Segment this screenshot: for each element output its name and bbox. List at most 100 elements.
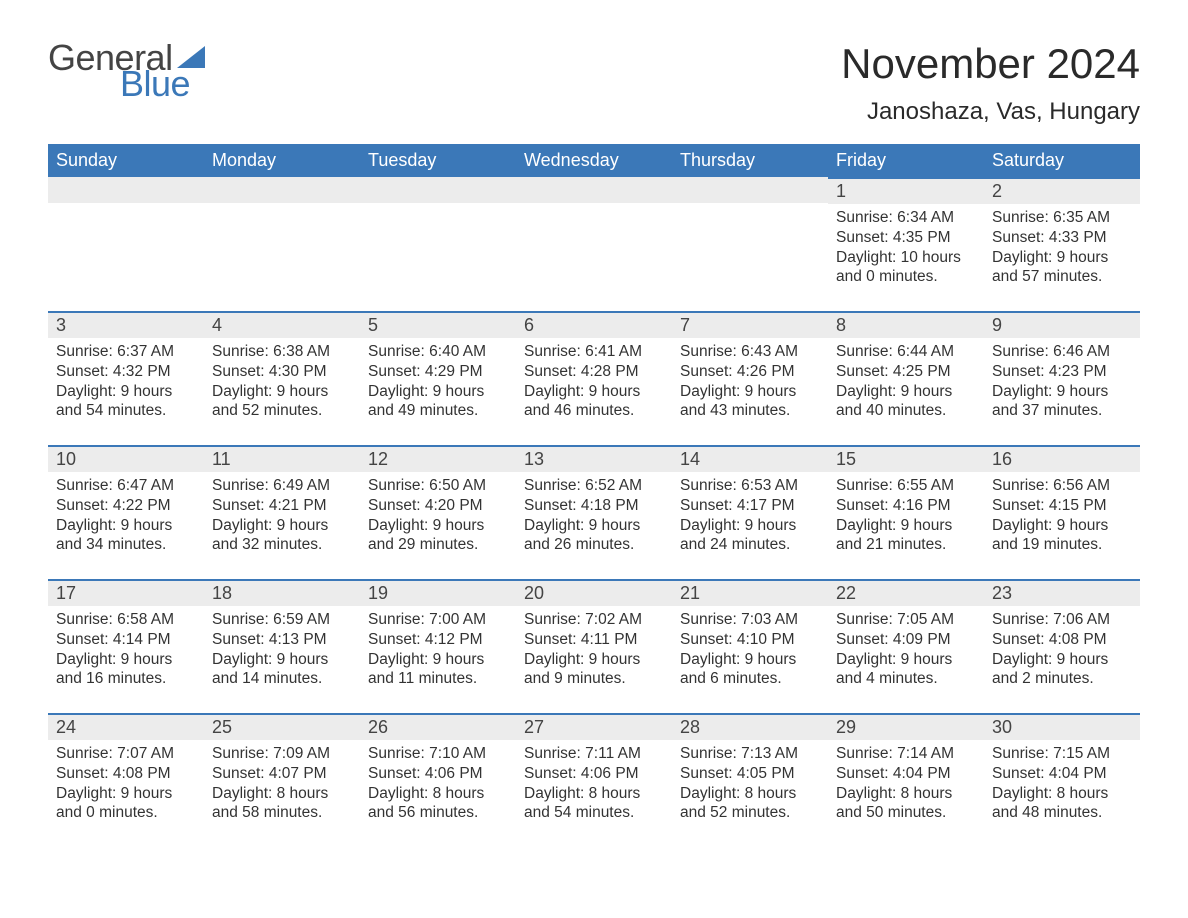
calendar-day-cell: 23Sunrise: 7:06 AMSunset: 4:08 PMDayligh…: [984, 579, 1140, 713]
sunrise-line: Sunrise: 6:40 AM: [368, 342, 508, 362]
logo: General Blue: [48, 40, 205, 102]
sunrise-line: Sunrise: 6:55 AM: [836, 476, 976, 496]
daylight-line: Daylight: 8 hours and 54 minutes.: [524, 784, 664, 824]
daylight-line: Daylight: 9 hours and 32 minutes.: [212, 516, 352, 556]
title-block: November 2024 Janoshaza, Vas, Hungary: [841, 40, 1140, 126]
day-details: Sunrise: 6:46 AMSunset: 4:23 PMDaylight:…: [984, 338, 1140, 425]
logo-text-blue: Blue: [120, 66, 205, 102]
day-details: Sunrise: 6:34 AMSunset: 4:35 PMDaylight:…: [828, 204, 984, 291]
day-details: Sunrise: 6:53 AMSunset: 4:17 PMDaylight:…: [672, 472, 828, 559]
calendar-header-row: SundayMondayTuesdayWednesdayThursdayFrid…: [48, 144, 1140, 177]
day-details: Sunrise: 7:03 AMSunset: 4:10 PMDaylight:…: [672, 606, 828, 693]
weekday-header: Tuesday: [360, 144, 516, 177]
calendar-day-cell: 12Sunrise: 6:50 AMSunset: 4:20 PMDayligh…: [360, 445, 516, 579]
day-number: 9: [984, 311, 1140, 338]
calendar-day-cell: [516, 177, 672, 311]
daylight-line: Daylight: 9 hours and 37 minutes.: [992, 382, 1132, 422]
daylight-line: Daylight: 9 hours and 2 minutes.: [992, 650, 1132, 690]
calendar-day-cell: 18Sunrise: 6:59 AMSunset: 4:13 PMDayligh…: [204, 579, 360, 713]
daylight-line: Daylight: 10 hours and 0 minutes.: [836, 248, 976, 288]
calendar-day-cell: 10Sunrise: 6:47 AMSunset: 4:22 PMDayligh…: [48, 445, 204, 579]
daylight-line: Daylight: 9 hours and 19 minutes.: [992, 516, 1132, 556]
sunset-line: Sunset: 4:18 PM: [524, 496, 664, 516]
calendar-day-cell: 22Sunrise: 7:05 AMSunset: 4:09 PMDayligh…: [828, 579, 984, 713]
day-details: Sunrise: 6:59 AMSunset: 4:13 PMDaylight:…: [204, 606, 360, 693]
daylight-line: Daylight: 9 hours and 21 minutes.: [836, 516, 976, 556]
sunset-line: Sunset: 4:21 PM: [212, 496, 352, 516]
sunset-line: Sunset: 4:26 PM: [680, 362, 820, 382]
sunrise-line: Sunrise: 7:06 AM: [992, 610, 1132, 630]
calendar-day-cell: 5Sunrise: 6:40 AMSunset: 4:29 PMDaylight…: [360, 311, 516, 445]
sunrise-line: Sunrise: 7:14 AM: [836, 744, 976, 764]
sunrise-line: Sunrise: 6:44 AM: [836, 342, 976, 362]
calendar-day-cell: 20Sunrise: 7:02 AMSunset: 4:11 PMDayligh…: [516, 579, 672, 713]
day-number: 22: [828, 579, 984, 606]
daylight-line: Daylight: 8 hours and 52 minutes.: [680, 784, 820, 824]
calendar-day-cell: 25Sunrise: 7:09 AMSunset: 4:07 PMDayligh…: [204, 713, 360, 847]
sunset-line: Sunset: 4:04 PM: [992, 764, 1132, 784]
calendar-day-cell: 2Sunrise: 6:35 AMSunset: 4:33 PMDaylight…: [984, 177, 1140, 311]
sunrise-line: Sunrise: 6:52 AM: [524, 476, 664, 496]
calendar-day-cell: [672, 177, 828, 311]
month-title: November 2024: [841, 40, 1140, 88]
sunrise-line: Sunrise: 7:02 AM: [524, 610, 664, 630]
daylight-line: Daylight: 9 hours and 6 minutes.: [680, 650, 820, 690]
daylight-line: Daylight: 9 hours and 9 minutes.: [524, 650, 664, 690]
day-details: Sunrise: 6:41 AMSunset: 4:28 PMDaylight:…: [516, 338, 672, 425]
daylight-line: Daylight: 9 hours and 34 minutes.: [56, 516, 196, 556]
calendar-day-cell: 26Sunrise: 7:10 AMSunset: 4:06 PMDayligh…: [360, 713, 516, 847]
calendar-day-cell: [360, 177, 516, 311]
day-details: Sunrise: 6:50 AMSunset: 4:20 PMDaylight:…: [360, 472, 516, 559]
calendar-day-cell: [48, 177, 204, 311]
day-number: 27: [516, 713, 672, 740]
sunset-line: Sunset: 4:33 PM: [992, 228, 1132, 248]
sunrise-line: Sunrise: 7:03 AM: [680, 610, 820, 630]
weekday-header: Wednesday: [516, 144, 672, 177]
weekday-header: Sunday: [48, 144, 204, 177]
day-number: 7: [672, 311, 828, 338]
calendar-day-cell: 30Sunrise: 7:15 AMSunset: 4:04 PMDayligh…: [984, 713, 1140, 847]
sunset-line: Sunset: 4:23 PM: [992, 362, 1132, 382]
calendar-week-row: 3Sunrise: 6:37 AMSunset: 4:32 PMDaylight…: [48, 311, 1140, 445]
day-details: Sunrise: 7:13 AMSunset: 4:05 PMDaylight:…: [672, 740, 828, 827]
calendar-day-cell: 21Sunrise: 7:03 AMSunset: 4:10 PMDayligh…: [672, 579, 828, 713]
calendar-day-cell: 3Sunrise: 6:37 AMSunset: 4:32 PMDaylight…: [48, 311, 204, 445]
sunset-line: Sunset: 4:32 PM: [56, 362, 196, 382]
day-number: 23: [984, 579, 1140, 606]
calendar-body: 1Sunrise: 6:34 AMSunset: 4:35 PMDaylight…: [48, 177, 1140, 847]
sunrise-line: Sunrise: 6:47 AM: [56, 476, 196, 496]
sunrise-line: Sunrise: 7:00 AM: [368, 610, 508, 630]
calendar-day-cell: 24Sunrise: 7:07 AMSunset: 4:08 PMDayligh…: [48, 713, 204, 847]
location-text: Janoshaza, Vas, Hungary: [841, 98, 1140, 126]
sunrise-line: Sunrise: 6:41 AM: [524, 342, 664, 362]
daylight-line: Daylight: 9 hours and 43 minutes.: [680, 382, 820, 422]
sunrise-line: Sunrise: 7:09 AM: [212, 744, 352, 764]
sunset-line: Sunset: 4:10 PM: [680, 630, 820, 650]
empty-day-bar: [360, 177, 516, 203]
sunrise-line: Sunrise: 6:38 AM: [212, 342, 352, 362]
daylight-line: Daylight: 8 hours and 58 minutes.: [212, 784, 352, 824]
daylight-line: Daylight: 9 hours and 11 minutes.: [368, 650, 508, 690]
daylight-line: Daylight: 8 hours and 56 minutes.: [368, 784, 508, 824]
sunrise-line: Sunrise: 6:53 AM: [680, 476, 820, 496]
day-details: Sunrise: 7:05 AMSunset: 4:09 PMDaylight:…: [828, 606, 984, 693]
weekday-header: Saturday: [984, 144, 1140, 177]
sunset-line: Sunset: 4:17 PM: [680, 496, 820, 516]
calendar-day-cell: 4Sunrise: 6:38 AMSunset: 4:30 PMDaylight…: [204, 311, 360, 445]
daylight-line: Daylight: 9 hours and 46 minutes.: [524, 382, 664, 422]
day-details: Sunrise: 7:00 AMSunset: 4:12 PMDaylight:…: [360, 606, 516, 693]
day-number: 24: [48, 713, 204, 740]
day-number: 13: [516, 445, 672, 472]
weekday-header: Thursday: [672, 144, 828, 177]
calendar-day-cell: 27Sunrise: 7:11 AMSunset: 4:06 PMDayligh…: [516, 713, 672, 847]
calendar-day-cell: 8Sunrise: 6:44 AMSunset: 4:25 PMDaylight…: [828, 311, 984, 445]
day-number: 11: [204, 445, 360, 472]
calendar-day-cell: 16Sunrise: 6:56 AMSunset: 4:15 PMDayligh…: [984, 445, 1140, 579]
sunrise-line: Sunrise: 7:07 AM: [56, 744, 196, 764]
day-details: Sunrise: 7:02 AMSunset: 4:11 PMDaylight:…: [516, 606, 672, 693]
sunrise-line: Sunrise: 6:46 AM: [992, 342, 1132, 362]
empty-day-bar: [48, 177, 204, 203]
sunset-line: Sunset: 4:06 PM: [524, 764, 664, 784]
sunrise-line: Sunrise: 6:58 AM: [56, 610, 196, 630]
sunrise-line: Sunrise: 6:49 AM: [212, 476, 352, 496]
